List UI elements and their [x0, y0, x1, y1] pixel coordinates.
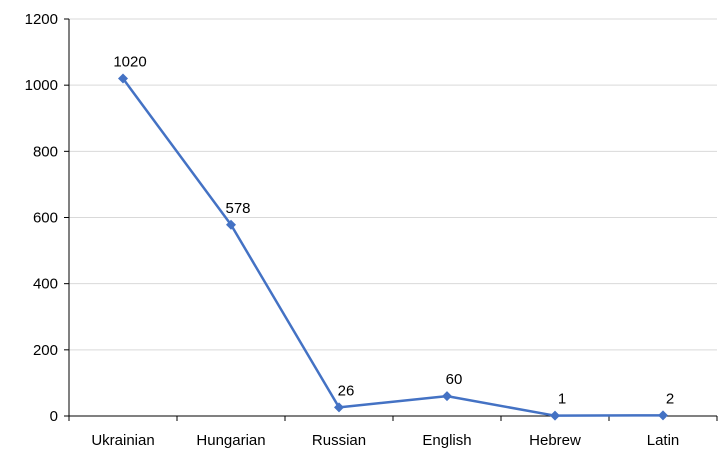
y-tick-labels: 0 200 400 600 800 1000 1200 [25, 11, 58, 425]
data-labels: 1020 578 26 60 1 2 [113, 54, 674, 408]
data-label: 60 [446, 371, 463, 388]
y-tick-label: 600 [33, 210, 58, 227]
y-tick-label: 400 [33, 276, 58, 293]
x-tick-label: Ukrainian [91, 432, 154, 449]
series-layer [118, 74, 668, 421]
y-tick-label: 1200 [25, 11, 58, 28]
x-tick-label: Russian [312, 432, 366, 449]
x-tick-label: English [422, 432, 471, 449]
series-line [123, 79, 663, 416]
data-label: 1 [558, 391, 566, 408]
data-label: 2 [666, 390, 674, 407]
data-label: 1020 [113, 54, 146, 71]
x-tick-label: Latin [647, 432, 680, 449]
data-point-marker [658, 410, 668, 420]
y-tick-label: 1000 [25, 77, 58, 94]
y-tick-label: 0 [50, 408, 58, 425]
data-point-marker [550, 411, 560, 421]
data-point-marker [442, 391, 452, 401]
x-tick-labels: Ukrainian Hungarian Russian English Hebrew La… [91, 432, 679, 449]
x-tick-label: Hebrew [529, 432, 581, 449]
y-tick-label: 800 [33, 143, 58, 160]
y-tick-label: 200 [33, 342, 58, 359]
axis-layer [64, 19, 717, 421]
grid-layer [69, 19, 717, 350]
x-tick-label: Hungarian [196, 432, 265, 449]
data-label: 26 [338, 382, 355, 399]
data-label: 578 [225, 200, 250, 217]
